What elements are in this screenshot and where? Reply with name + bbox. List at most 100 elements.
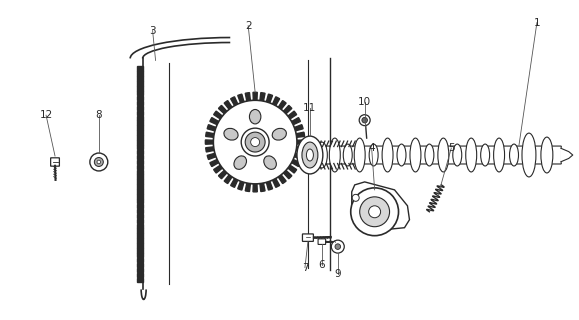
Polygon shape <box>230 97 237 105</box>
Polygon shape <box>137 111 142 115</box>
Text: 2: 2 <box>245 20 251 31</box>
Text: 9: 9 <box>335 268 341 278</box>
Ellipse shape <box>234 156 247 169</box>
Circle shape <box>97 160 101 164</box>
Polygon shape <box>137 273 142 277</box>
Ellipse shape <box>382 138 393 172</box>
Circle shape <box>251 138 259 147</box>
Ellipse shape <box>438 138 449 172</box>
Ellipse shape <box>316 142 327 168</box>
Polygon shape <box>137 150 142 154</box>
Polygon shape <box>214 111 222 119</box>
Polygon shape <box>137 209 142 213</box>
Polygon shape <box>137 155 142 159</box>
Polygon shape <box>218 171 226 179</box>
Ellipse shape <box>453 144 461 166</box>
Polygon shape <box>137 224 142 228</box>
Polygon shape <box>292 160 301 167</box>
Polygon shape <box>245 184 250 192</box>
Text: 10: 10 <box>358 97 371 107</box>
Polygon shape <box>206 132 214 137</box>
Polygon shape <box>224 100 232 109</box>
Polygon shape <box>238 94 244 102</box>
Polygon shape <box>278 175 286 184</box>
Polygon shape <box>260 92 265 100</box>
Circle shape <box>94 157 103 166</box>
Polygon shape <box>137 140 142 145</box>
Polygon shape <box>137 184 142 189</box>
Polygon shape <box>137 189 142 194</box>
Text: 12: 12 <box>39 110 53 120</box>
Polygon shape <box>238 182 244 190</box>
Ellipse shape <box>250 109 261 124</box>
Ellipse shape <box>522 133 536 177</box>
Polygon shape <box>137 135 142 140</box>
Polygon shape <box>137 248 142 252</box>
Polygon shape <box>253 184 257 192</box>
Ellipse shape <box>425 144 434 166</box>
Polygon shape <box>137 258 142 262</box>
Circle shape <box>352 194 359 201</box>
Circle shape <box>351 188 398 236</box>
Polygon shape <box>137 101 142 105</box>
Polygon shape <box>137 145 142 149</box>
Circle shape <box>213 100 297 184</box>
Circle shape <box>360 197 390 227</box>
Polygon shape <box>224 175 232 184</box>
Polygon shape <box>210 117 218 124</box>
Text: 11: 11 <box>303 103 317 113</box>
Circle shape <box>359 115 370 126</box>
Text: 7: 7 <box>302 262 308 273</box>
Ellipse shape <box>264 156 276 169</box>
Polygon shape <box>284 171 292 179</box>
Polygon shape <box>288 111 296 119</box>
Polygon shape <box>137 164 142 169</box>
Polygon shape <box>137 204 142 208</box>
Polygon shape <box>295 153 303 159</box>
Polygon shape <box>210 160 218 167</box>
Ellipse shape <box>481 144 490 166</box>
Polygon shape <box>207 153 215 159</box>
Polygon shape <box>296 132 305 137</box>
Polygon shape <box>245 92 250 100</box>
Polygon shape <box>278 100 286 109</box>
Polygon shape <box>214 165 222 173</box>
Polygon shape <box>137 194 142 198</box>
Polygon shape <box>298 140 305 144</box>
Polygon shape <box>137 277 142 282</box>
Polygon shape <box>296 147 305 152</box>
Polygon shape <box>207 125 215 131</box>
FancyBboxPatch shape <box>50 158 60 166</box>
Polygon shape <box>137 86 142 91</box>
Text: 3: 3 <box>149 26 156 36</box>
Text: 4: 4 <box>368 143 375 153</box>
Polygon shape <box>218 105 226 114</box>
Polygon shape <box>137 174 142 179</box>
Polygon shape <box>137 214 142 218</box>
Polygon shape <box>351 182 409 230</box>
Polygon shape <box>284 105 292 114</box>
Text: 1: 1 <box>534 18 540 28</box>
Ellipse shape <box>329 138 340 172</box>
Circle shape <box>362 117 368 123</box>
Polygon shape <box>137 125 142 130</box>
Polygon shape <box>206 147 214 152</box>
Polygon shape <box>266 182 273 190</box>
Ellipse shape <box>302 142 318 168</box>
Ellipse shape <box>397 144 406 166</box>
Text: 6: 6 <box>318 260 325 269</box>
Polygon shape <box>292 117 301 124</box>
Polygon shape <box>137 263 142 267</box>
Polygon shape <box>206 140 213 144</box>
Polygon shape <box>260 184 265 192</box>
Polygon shape <box>137 233 142 238</box>
Polygon shape <box>137 81 142 86</box>
Polygon shape <box>273 179 280 188</box>
Polygon shape <box>137 106 142 110</box>
Polygon shape <box>137 67 142 71</box>
Circle shape <box>241 128 269 156</box>
Polygon shape <box>137 243 142 248</box>
Ellipse shape <box>297 136 323 174</box>
Ellipse shape <box>510 144 519 166</box>
Circle shape <box>335 244 340 249</box>
